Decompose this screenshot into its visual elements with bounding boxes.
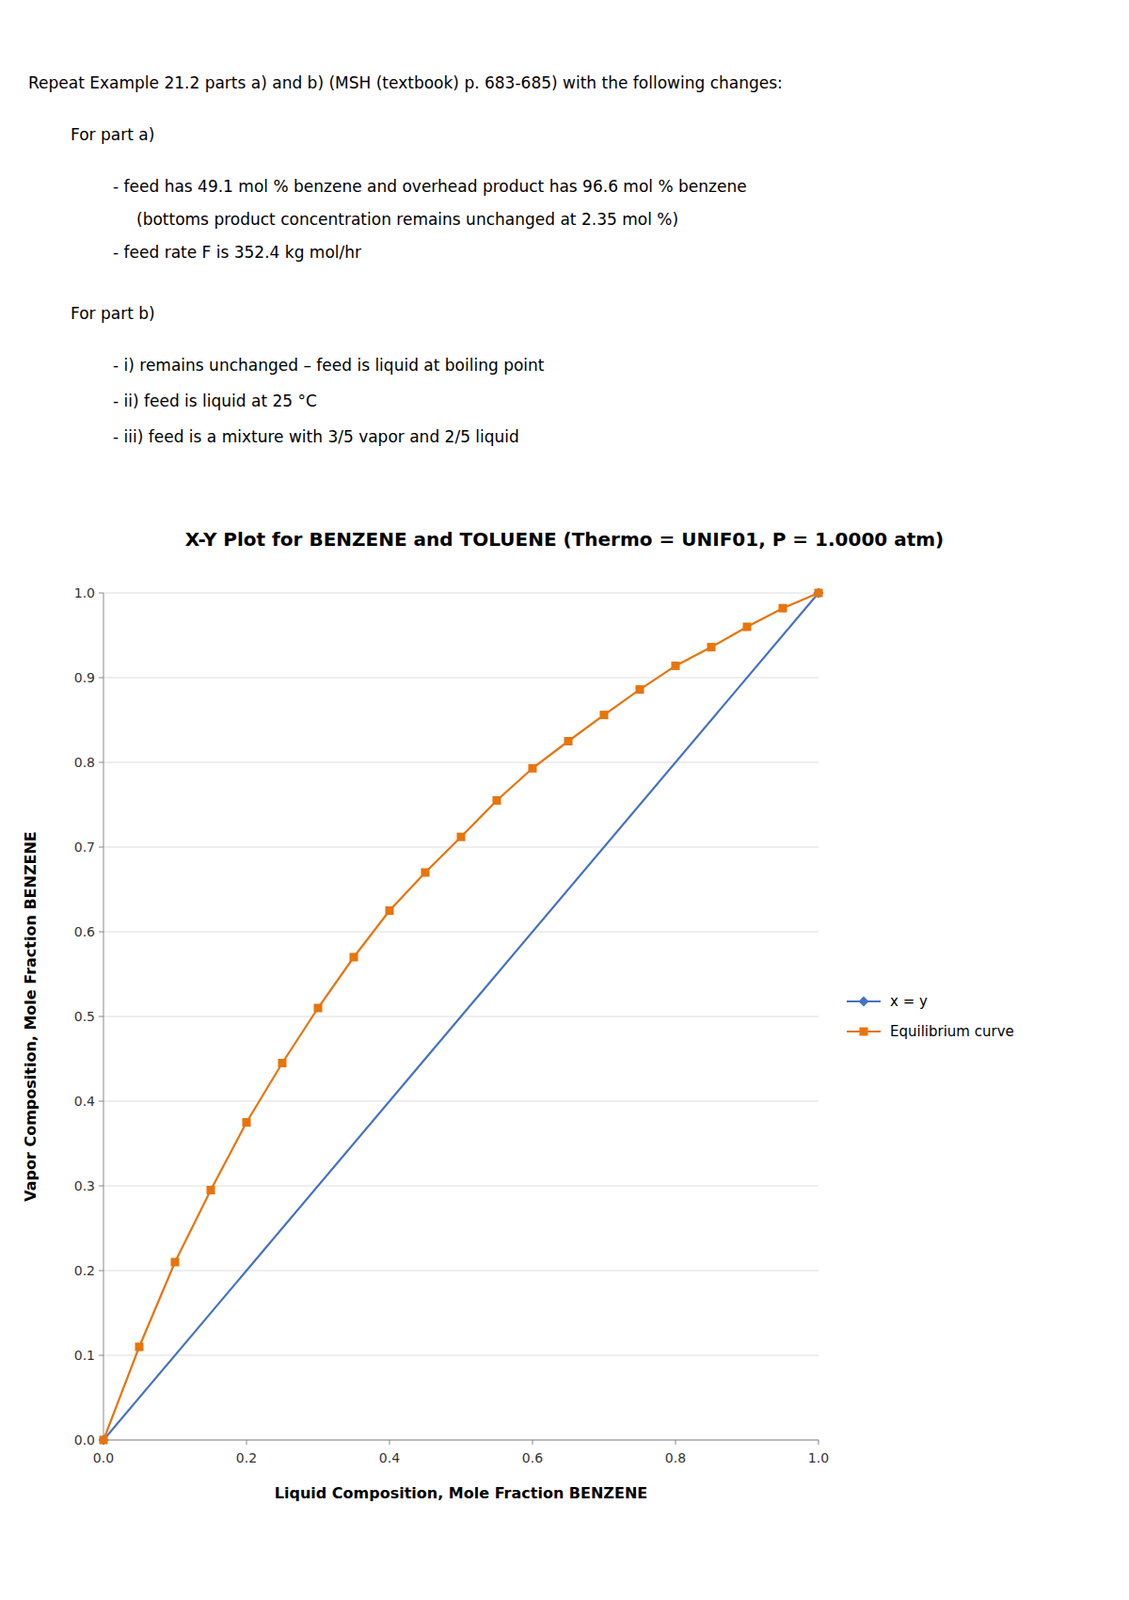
tick-label: 0.8 — [665, 1449, 686, 1465]
y-axis-label: Vapor Composition, Mole Fraction BENZENE — [21, 830, 40, 1202]
data-point — [385, 906, 395, 915]
tick-label: 0.2 — [236, 1449, 257, 1465]
tick-mark — [98, 1354, 104, 1356]
data-point — [206, 1185, 216, 1194]
tick-mark — [98, 1100, 104, 1102]
annotation: - feed has 49.1 mol % benzene and overhe… — [112, 176, 748, 196]
legend: x = y Equilibrium curve — [846, 992, 1015, 1040]
tick-mark — [246, 1439, 248, 1445]
annotation: Repeat Example 21.2 parts a) and b) (MSH… — [28, 73, 783, 93]
tick-mark — [675, 1439, 677, 1445]
tick-label: 0.3 — [74, 1177, 96, 1193]
annotation: - iii) feed is a mixture with 3/5 vapor … — [112, 427, 520, 446]
tick-label: 0.4 — [379, 1449, 400, 1465]
title: X-Y Plot for BENZENE and TOLUENE (Thermo… — [185, 527, 944, 551]
tick-mark — [98, 677, 104, 679]
data-point — [171, 1257, 180, 1267]
annotation: (bottoms product concentration remains u… — [136, 209, 679, 229]
annotation: For part b) — [70, 303, 156, 323]
tick-label: 0.8 — [74, 754, 96, 770]
tick-mark — [98, 1185, 104, 1187]
data-point — [671, 661, 681, 670]
grid-line — [103, 846, 819, 848]
data-point — [743, 622, 752, 632]
tick-mark — [98, 592, 104, 594]
grid-line — [103, 677, 819, 679]
tick-mark — [98, 762, 104, 764]
legend-label: x = y — [890, 992, 928, 1010]
data — [98, 588, 825, 1446]
data-point — [135, 1342, 144, 1352]
data-point — [99, 1435, 109, 1445]
annotation: - feed rate F is 352.4 kg mol/hr — [112, 242, 362, 262]
annotation: - ii) feed is liquid at 25 °C — [112, 391, 318, 411]
tick-label: 0.6 — [74, 923, 96, 939]
tick-label: 0.0 — [93, 1449, 114, 1465]
legend-marker — [858, 996, 870, 1007]
tick-label: 1.0 — [74, 585, 96, 601]
page: {"chart_data": { "type": "line", "title"… — [0, 0, 1129, 1600]
x-axis-line — [103, 1439, 819, 1441]
tick-label: 0.7 — [74, 839, 96, 855]
grid-line — [103, 1439, 819, 1441]
tick-mark — [98, 1270, 104, 1272]
tick-mark — [389, 1439, 391, 1445]
data-point — [813, 588, 825, 599]
grid-line — [103, 1354, 819, 1356]
data-point — [564, 736, 573, 746]
data-point — [278, 1058, 287, 1067]
tick-mark — [98, 1016, 104, 1018]
grid-line — [103, 1100, 819, 1102]
data-point — [242, 1117, 252, 1127]
data-point — [707, 642, 716, 652]
x-axis-label: Liquid Composition, Mole Fraction BENZEN… — [274, 1483, 648, 1502]
series-line — [103, 592, 819, 1440]
series-line — [103, 592, 819, 1440]
grid-line — [103, 592, 819, 594]
tick-mark — [98, 931, 104, 933]
tick-label: 0.4 — [74, 1093, 96, 1109]
data-point — [636, 684, 645, 694]
tick-mark — [532, 1439, 534, 1445]
data-point — [528, 763, 538, 773]
grid-line — [103, 1270, 819, 1272]
tick-label: 0.5 — [74, 1008, 96, 1024]
chart: X-Y Plot for BENZENE and TOLUENE (Thermo… — [0, 508, 1129, 1591]
annotation: - i) remains unchanged – feed is liquid … — [112, 355, 545, 375]
data-point — [814, 588, 824, 598]
tick-mark — [98, 846, 104, 848]
data-point — [421, 868, 430, 877]
tick-label: 0.2 — [74, 1262, 96, 1278]
grid — [103, 592, 819, 1440]
data-point — [98, 1434, 110, 1446]
y-axis-line — [103, 592, 105, 1440]
legend-label: Equilibrium curve — [890, 1022, 1015, 1040]
tick-mark — [818, 1439, 820, 1445]
annotation: For part a) — [70, 125, 155, 144]
data-point — [492, 795, 502, 805]
tick-label: 1.0 — [808, 1449, 829, 1465]
data-point — [457, 832, 466, 842]
legend-marker — [859, 1027, 869, 1036]
tick-label: 0.1 — [74, 1347, 96, 1363]
tick-label: 0.9 — [74, 669, 96, 685]
data-point — [349, 953, 359, 962]
data-point — [600, 710, 609, 719]
data-point — [314, 1003, 323, 1013]
tick-label: 0.6 — [522, 1449, 543, 1465]
grid-line — [103, 931, 819, 933]
axes: 0.0 0.1 0.2 0.3 0.4 0.5 0.6 0.7 0.8 0.9 1.0 0.0 0.2 0… — [21, 585, 829, 1502]
tick-label: 0.0 — [74, 1431, 96, 1448]
grid-line — [103, 762, 819, 764]
data-point — [779, 604, 788, 613]
